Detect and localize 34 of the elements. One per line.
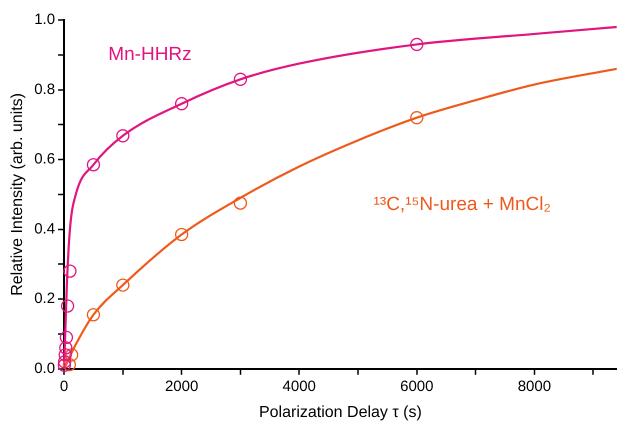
point — [234, 72, 248, 86]
point — [65, 348, 78, 362]
y-tick-label: 0.2 — [34, 290, 56, 308]
point — [234, 196, 248, 210]
point — [63, 264, 77, 278]
x-tick-label: 8000 — [518, 378, 552, 395]
point — [58, 358, 71, 372]
point — [410, 38, 424, 52]
x-tick-label: 4000 — [282, 378, 316, 395]
point — [60, 330, 74, 344]
point — [174, 228, 188, 242]
point — [59, 341, 72, 355]
point — [116, 129, 130, 142]
y-tick-label: 0.6 — [34, 150, 56, 168]
x-tick-label: 0 — [60, 378, 68, 395]
point — [86, 158, 100, 172]
point — [410, 111, 424, 124]
y-tick-label: 0.8 — [34, 80, 56, 98]
y-tick-label: 0.0 — [34, 360, 56, 377]
x-axis-title: Polarization Delay τ (s) — [258, 404, 422, 421]
point — [62, 358, 76, 372]
text: ¹³C,¹⁵N-urea + MnCl₂ — [374, 194, 551, 216]
point — [116, 278, 130, 292]
y-axis-title: Relative Intensity (arb. units) — [9, 93, 26, 296]
series-label: Mn-HHRz — [108, 44, 192, 66]
y-tick-label: 0.4 — [34, 220, 56, 238]
point — [86, 308, 100, 322]
x-tick-label: 2000 — [164, 378, 198, 395]
point — [174, 97, 188, 110]
point — [58, 348, 72, 362]
point — [60, 299, 74, 313]
y-tick-label: 1.0 — [34, 11, 56, 28]
point — [58, 355, 72, 368]
x-tick-label: 6000 — [400, 378, 434, 395]
